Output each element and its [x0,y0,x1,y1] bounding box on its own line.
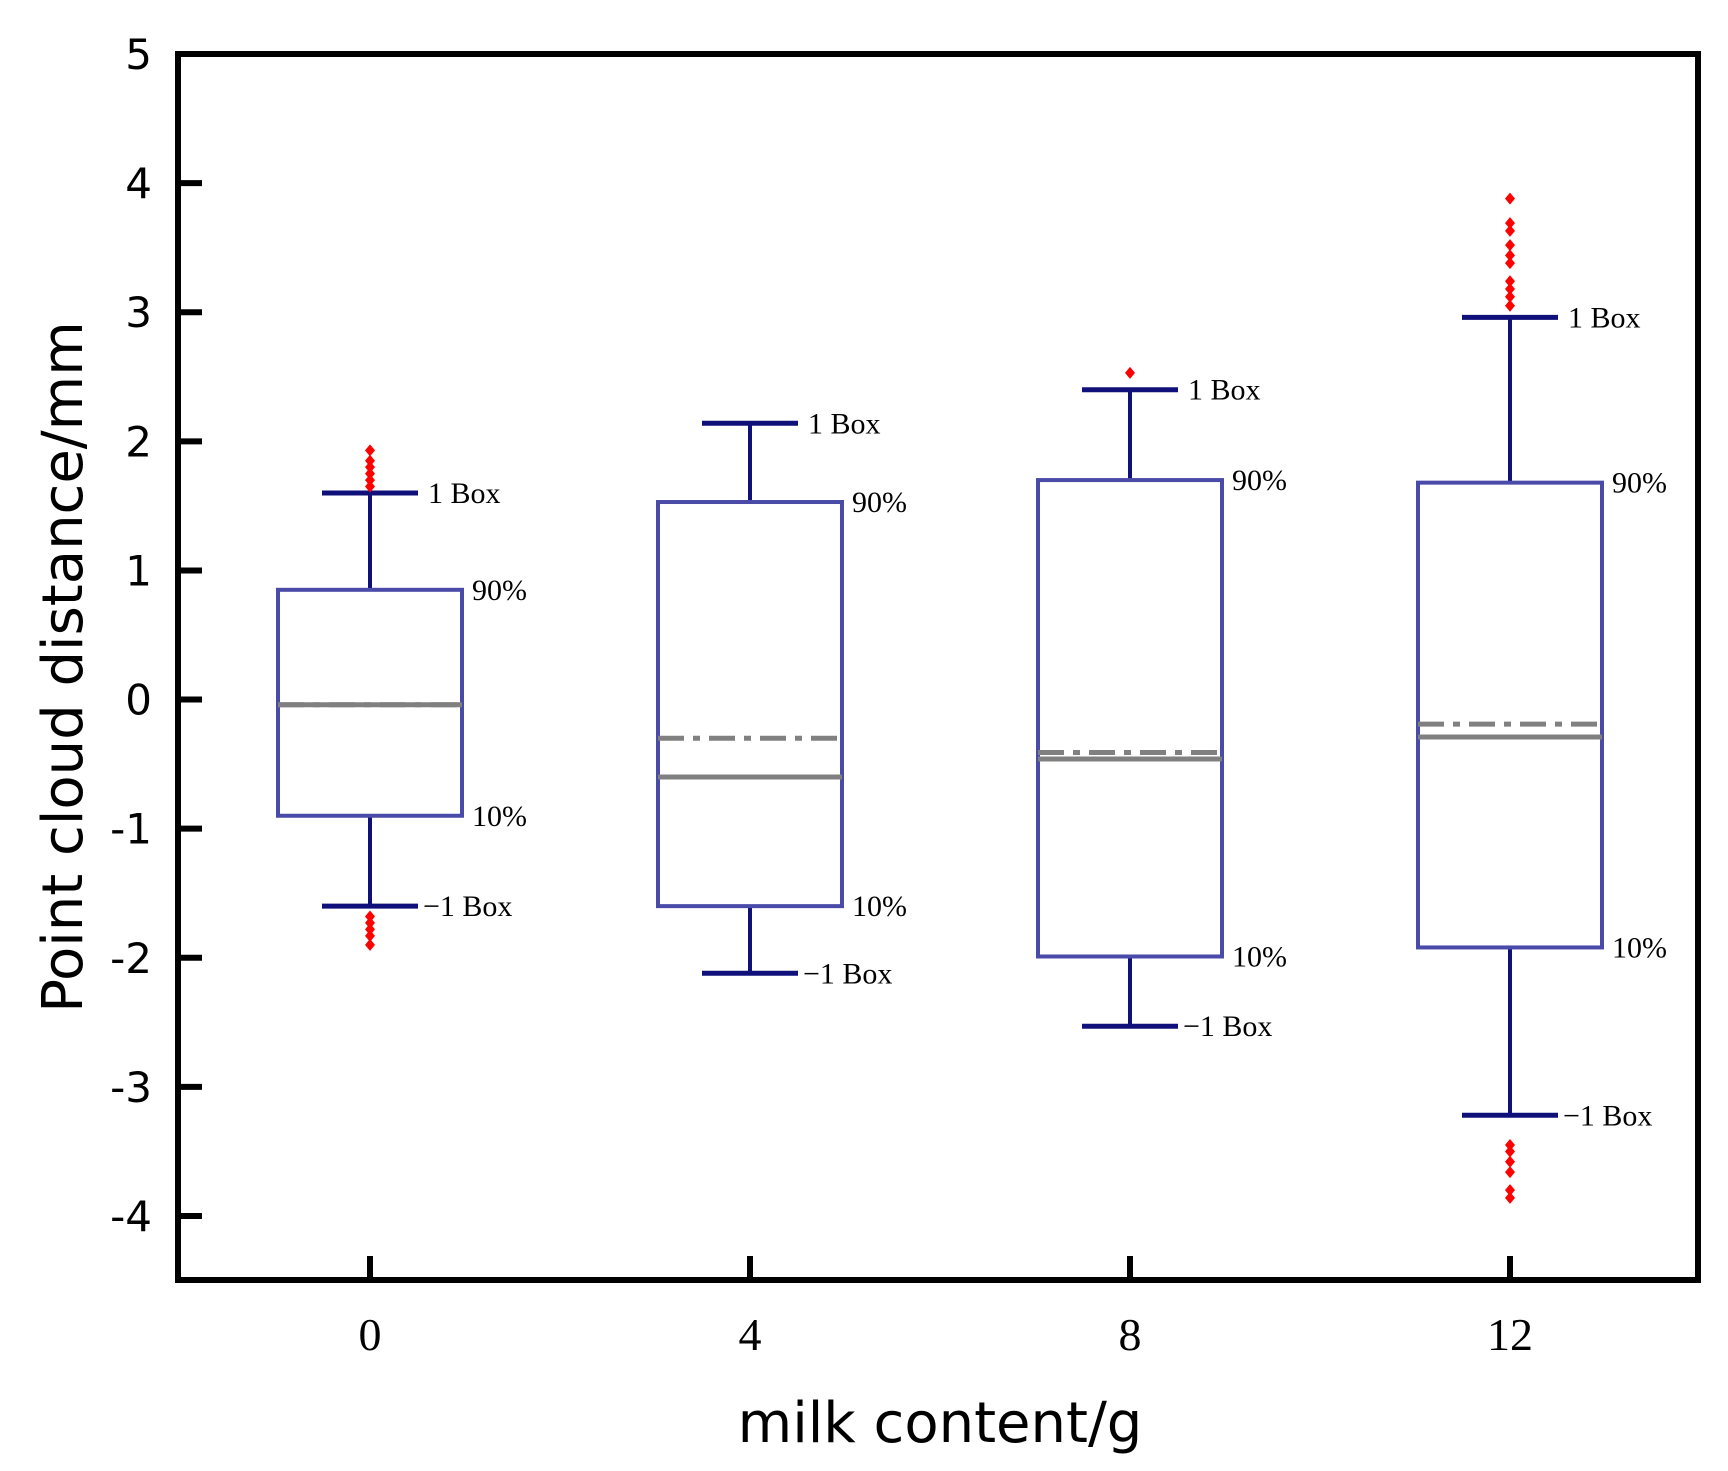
label-box-bottom: 10% [852,890,907,923]
outlier-point [1505,275,1515,288]
plot-frame [175,51,1701,1283]
outlier-point [365,910,375,923]
outlier-point [365,454,375,467]
label-upper-whisker: 1 Box [1568,301,1641,334]
outlier-point [1505,224,1515,237]
label-lower-whisker: −1 Box [1563,1099,1652,1132]
box-group-12: 1 Box −1 Box 90% 10% [1416,192,1667,1204]
label-lower-whisker: −1 Box [423,890,512,923]
y-tick-label: -3 [110,1063,152,1112]
y-axis: -4 -3 -2 -1 0 1 2 3 4 5 [110,30,202,1241]
label-box-top: 90% [472,574,527,607]
y-tick-label: 0 [125,676,152,725]
outlier-point [365,929,375,942]
outlier-point [365,461,375,474]
outlier-point [1505,1184,1515,1197]
box-group-0: 1 Box −1 Box 90% 10% [276,444,527,951]
label-upper-whisker: 1 Box [1188,374,1261,407]
label-box-bottom: 10% [1232,940,1287,973]
outlier-point [1505,282,1515,295]
label-lower-whisker: −1 Box [1183,1010,1272,1043]
outlier-point [365,916,375,929]
outlier-point [1505,290,1515,303]
outlier-point [365,444,375,457]
outlier-point [1125,366,1135,379]
outlier-point [1505,249,1515,262]
y-tick-label: 4 [125,159,152,208]
plot-layer: 1 Box −1 Box 90% 10% 1 Box −1 Box 90% 10% 1 Box −… [276,192,1667,1204]
outlier-point [1505,1145,1515,1158]
outlier-point [1505,299,1515,312]
label-box-bottom: 10% [1612,931,1667,964]
label-box-top: 90% [1612,467,1667,500]
x-tick-label: 8 [1119,1309,1142,1360]
x-tick-label: 4 [739,1309,762,1360]
outlier-point [1505,1138,1515,1151]
outlier-point [1505,217,1515,230]
x-tick-label: 12 [1487,1309,1533,1360]
outlier-point [1505,1191,1515,1204]
box [1416,480,1604,950]
box-group-8: 1 Box −1 Box 90% 10% [1036,366,1287,1043]
box [656,500,844,909]
outlier-point [1505,257,1515,270]
y-tick-label: 3 [125,288,152,337]
label-box-bottom: 10% [472,800,527,833]
y-tick-label: -4 [110,1192,152,1241]
outlier-point [365,923,375,936]
outlier-point [365,480,375,493]
y-tick-label: -2 [110,934,152,983]
y-tick-label: 2 [125,417,152,466]
outlier-point [365,467,375,480]
label-upper-whisker: 1 Box [428,477,501,510]
box [1036,478,1224,959]
label-box-top: 90% [852,486,907,519]
outlier-point [1505,1155,1515,1168]
y-tick-label: -1 [110,805,152,854]
x-tick-label: 0 [359,1309,382,1360]
outlier-point [1505,1166,1515,1179]
label-box-top: 90% [1232,464,1287,497]
outlier-point [1505,192,1515,205]
y-tick-label: 1 [125,546,152,595]
x-axis-title: milk content/g [738,1391,1143,1456]
x-axis: 0 4 8 12 [359,1256,1533,1360]
outlier-point [365,474,375,487]
y-tick-label: 5 [125,30,152,79]
outlier-point [1505,239,1515,252]
box-group-4: 1 Box −1 Box 90% 10% [656,407,907,990]
label-upper-whisker: 1 Box [808,407,881,440]
label-lower-whisker: −1 Box [803,957,892,990]
y-axis-title: Point cloud distance/mm [31,321,96,1013]
outlier-point [365,938,375,951]
